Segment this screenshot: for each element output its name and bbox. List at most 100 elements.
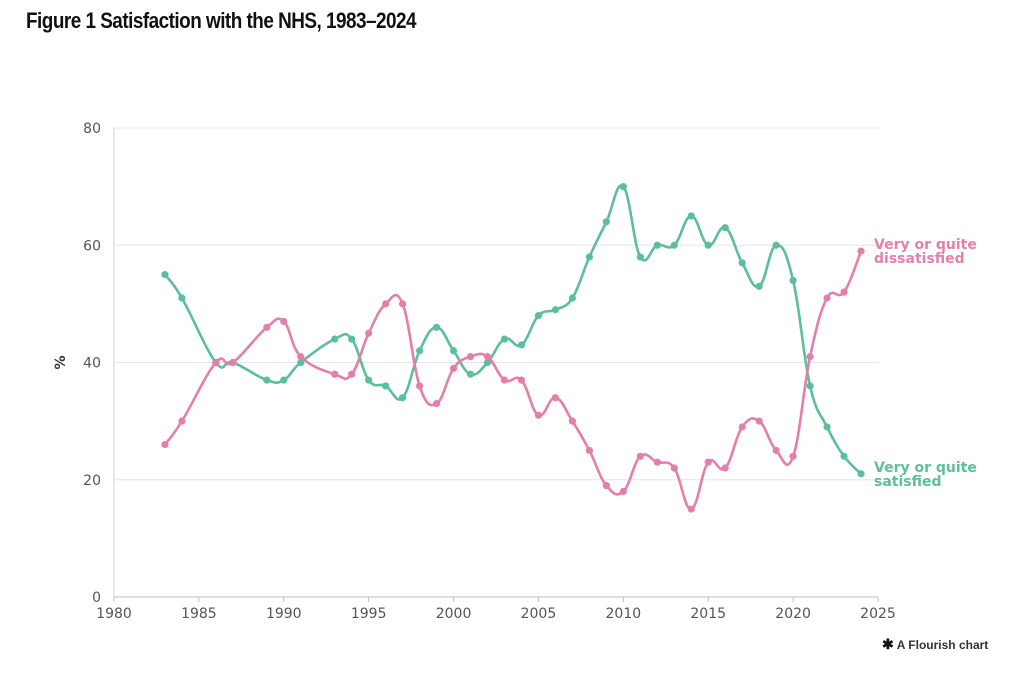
data-point-dissatisfied <box>823 294 831 302</box>
data-point-satisfied <box>806 382 814 390</box>
data-point-satisfied <box>382 382 390 390</box>
data-point-satisfied <box>449 347 458 355</box>
data-point-satisfied <box>280 376 288 384</box>
y-tick-label: 80 <box>83 121 101 137</box>
data-point-satisfied <box>399 394 407 402</box>
data-point-dissatisfied <box>500 376 509 384</box>
data-point-satisfied <box>161 270 169 279</box>
data-point-satisfied <box>348 335 356 343</box>
chart-title: Figure 1 Satisfaction with the NHS, 1983… <box>26 8 417 33</box>
data-point-satisfied <box>466 370 475 378</box>
data-point-satisfied <box>840 452 848 460</box>
data-point-satisfied <box>263 376 271 384</box>
data-point-dissatisfied <box>772 446 780 455</box>
data-point-satisfied <box>365 376 373 384</box>
data-point-satisfied <box>432 323 441 331</box>
data-point-dissatisfied <box>432 399 441 408</box>
data-point-satisfied <box>670 241 678 249</box>
x-tick-label: 2020 <box>775 606 811 622</box>
data-point-dissatisfied <box>365 329 373 337</box>
data-point-satisfied <box>500 335 509 343</box>
data-point-dissatisfied <box>348 370 356 378</box>
data-point-satisfied <box>619 183 627 191</box>
data-point-dissatisfied <box>212 358 220 367</box>
data-point-dissatisfied <box>602 482 610 490</box>
data-point-satisfied <box>755 282 763 290</box>
data-point-satisfied <box>568 294 577 302</box>
data-point-satisfied <box>721 224 729 232</box>
y-tick-label: 20 <box>83 473 101 489</box>
data-point-satisfied <box>857 470 865 478</box>
x-tick-label: 2005 <box>521 606 557 622</box>
data-point-dissatisfied <box>534 411 543 419</box>
x-tick-label: 2000 <box>436 606 472 622</box>
x-tick-label: 1990 <box>266 606 302 622</box>
data-point-dissatisfied <box>466 353 475 361</box>
data-point-satisfied <box>738 259 746 267</box>
data-point-dissatisfied <box>755 417 763 425</box>
data-point-dissatisfied <box>636 452 644 460</box>
data-point-satisfied <box>636 253 644 261</box>
data-point-dissatisfied <box>585 446 593 455</box>
data-point-satisfied <box>602 218 610 226</box>
flourish-asterisk-icon: ✱ <box>882 636 894 652</box>
data-point-satisfied <box>704 241 712 249</box>
data-point-dissatisfied <box>687 505 695 513</box>
series-label-satisfied: satisfied <box>874 474 942 490</box>
data-point-dissatisfied <box>178 417 186 425</box>
data-point-dissatisfied <box>161 440 169 449</box>
x-tick-label: 1985 <box>181 606 217 622</box>
data-point-dissatisfied <box>517 376 526 384</box>
x-tick-label: 2015 <box>690 606 726 622</box>
data-point-satisfied <box>789 276 797 285</box>
data-point-dissatisfied <box>670 464 678 472</box>
data-point-dissatisfied <box>840 288 848 296</box>
y-tick-label: 60 <box>83 238 101 254</box>
data-point-dissatisfied <box>806 353 814 361</box>
data-point-satisfied <box>551 306 560 314</box>
data-point-dissatisfied <box>416 382 424 390</box>
x-tick-label: 2025 <box>860 606 896 622</box>
data-point-dissatisfied <box>568 417 577 425</box>
data-point-satisfied <box>178 294 186 302</box>
data-point-satisfied <box>416 347 424 355</box>
x-tick-label: 2010 <box>606 606 642 622</box>
data-point-dissatisfied <box>382 300 390 308</box>
data-point-satisfied <box>297 358 305 367</box>
data-point-dissatisfied <box>483 353 492 361</box>
data-point-dissatisfied <box>280 317 288 326</box>
data-point-satisfied <box>331 335 339 343</box>
x-tick-label: 1980 <box>96 606 132 622</box>
series-label-dissatisfied: dissatisfied <box>874 251 965 267</box>
data-point-dissatisfied <box>263 323 271 331</box>
data-point-satisfied <box>517 341 526 349</box>
y-tick-label: 0 <box>92 590 101 606</box>
data-point-satisfied <box>534 312 543 320</box>
data-point-dissatisfied <box>551 394 560 402</box>
data-point-dissatisfied <box>704 458 712 466</box>
data-point-satisfied <box>585 253 593 261</box>
data-point-dissatisfied <box>619 487 627 496</box>
data-point-dissatisfied <box>229 358 237 367</box>
data-point-dissatisfied <box>721 464 729 472</box>
y-axis-label: % <box>53 355 69 369</box>
series-label-dissatisfied: Very or quite <box>874 237 977 253</box>
data-point-dissatisfied <box>738 423 746 431</box>
credit-text: A Flourish chart <box>896 638 989 652</box>
data-point-dissatisfied <box>789 452 797 460</box>
y-tick-label: 40 <box>83 356 101 372</box>
data-point-dissatisfied <box>653 458 661 466</box>
data-point-satisfied <box>483 358 492 367</box>
series-label-satisfied: Very or quite <box>874 460 977 476</box>
data-point-satisfied <box>687 212 695 220</box>
data-point-satisfied <box>653 241 661 249</box>
data-point-satisfied <box>823 423 831 431</box>
data-point-satisfied <box>772 241 780 249</box>
data-point-dissatisfied <box>449 364 458 372</box>
data-point-dissatisfied <box>331 370 339 378</box>
x-tick-label: 1995 <box>351 606 387 622</box>
data-point-dissatisfied <box>857 247 865 255</box>
data-point-dissatisfied <box>399 300 407 308</box>
flourish-credit-link[interactable]: ✱ A Flourish chart <box>882 636 988 653</box>
